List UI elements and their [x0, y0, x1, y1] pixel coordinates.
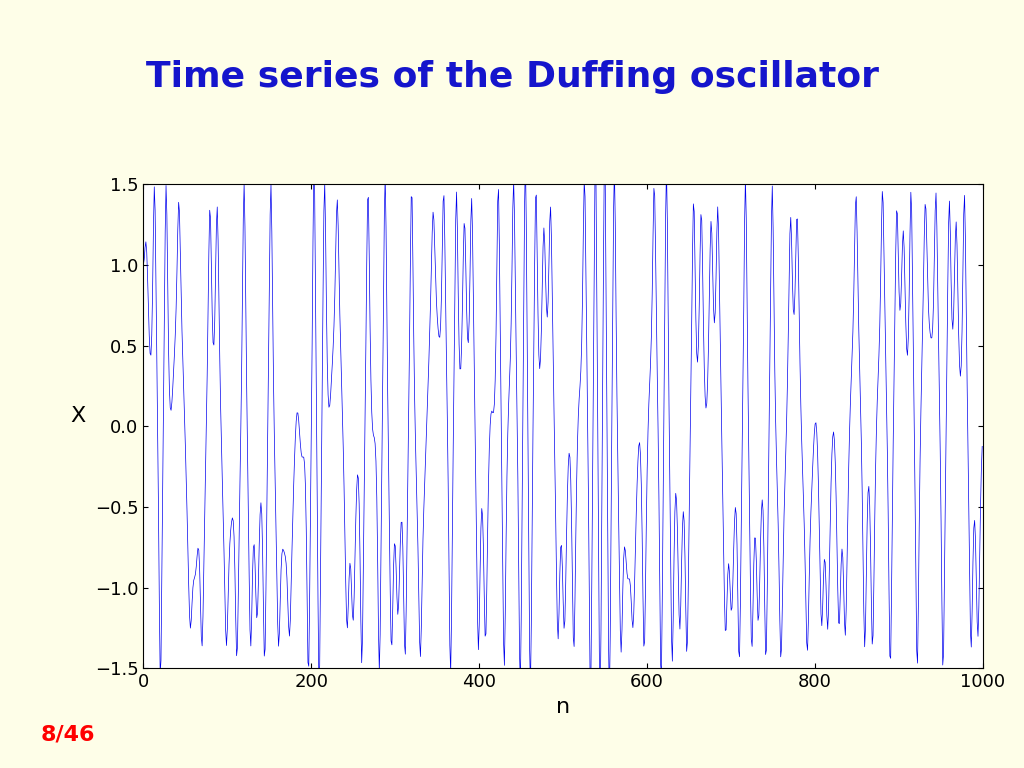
- Text: 8/46: 8/46: [41, 725, 95, 745]
- X-axis label: n: n: [556, 697, 570, 717]
- Y-axis label: X: X: [71, 406, 86, 426]
- Text: Time series of the Duffing oscillator: Time series of the Duffing oscillator: [145, 60, 879, 94]
